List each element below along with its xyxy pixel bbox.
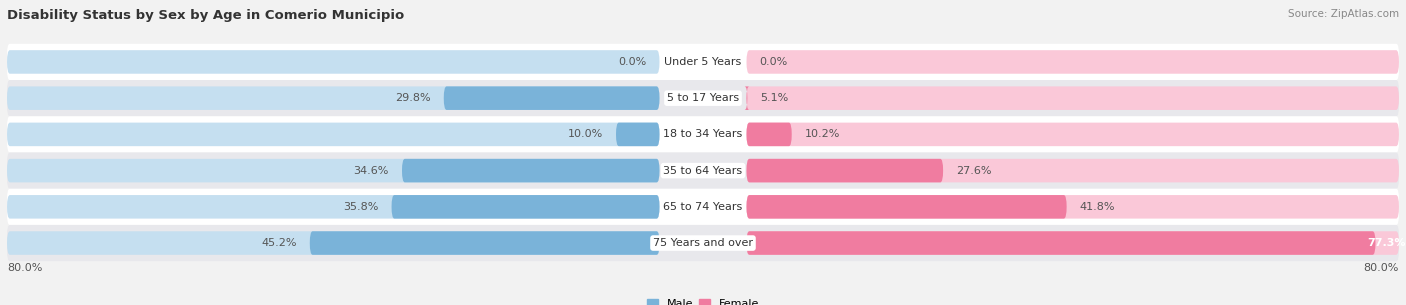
Text: 65 to 74 Years: 65 to 74 Years <box>664 202 742 212</box>
Text: 45.2%: 45.2% <box>262 238 297 248</box>
FancyBboxPatch shape <box>7 159 659 182</box>
Text: 10.2%: 10.2% <box>804 129 841 139</box>
Text: 35.8%: 35.8% <box>343 202 378 212</box>
Text: 0.0%: 0.0% <box>759 57 787 67</box>
Text: Disability Status by Sex by Age in Comerio Municipio: Disability Status by Sex by Age in Comer… <box>7 9 405 22</box>
FancyBboxPatch shape <box>7 195 659 219</box>
FancyBboxPatch shape <box>7 80 1399 116</box>
Text: 27.6%: 27.6% <box>956 166 991 176</box>
Text: 75 Years and over: 75 Years and over <box>652 238 754 248</box>
Text: 34.6%: 34.6% <box>353 166 389 176</box>
FancyBboxPatch shape <box>309 231 659 255</box>
Text: 10.0%: 10.0% <box>568 129 603 139</box>
Text: 35 to 64 Years: 35 to 64 Years <box>664 166 742 176</box>
Text: 77.3%: 77.3% <box>1368 238 1406 248</box>
FancyBboxPatch shape <box>7 86 659 110</box>
FancyBboxPatch shape <box>616 123 659 146</box>
FancyBboxPatch shape <box>444 86 659 110</box>
Text: 18 to 34 Years: 18 to 34 Years <box>664 129 742 139</box>
FancyBboxPatch shape <box>7 123 659 146</box>
FancyBboxPatch shape <box>402 159 659 182</box>
FancyBboxPatch shape <box>747 231 1399 255</box>
Text: 41.8%: 41.8% <box>1080 202 1115 212</box>
Text: Source: ZipAtlas.com: Source: ZipAtlas.com <box>1288 9 1399 19</box>
FancyBboxPatch shape <box>747 231 1375 255</box>
FancyBboxPatch shape <box>7 116 1399 152</box>
FancyBboxPatch shape <box>747 159 943 182</box>
Text: 29.8%: 29.8% <box>395 93 430 103</box>
FancyBboxPatch shape <box>747 50 1399 74</box>
Text: 80.0%: 80.0% <box>7 264 42 273</box>
FancyBboxPatch shape <box>7 50 659 74</box>
FancyBboxPatch shape <box>745 86 749 110</box>
FancyBboxPatch shape <box>7 189 1399 225</box>
FancyBboxPatch shape <box>7 231 659 255</box>
Legend: Male, Female: Male, Female <box>643 295 763 305</box>
Text: 80.0%: 80.0% <box>1364 264 1399 273</box>
FancyBboxPatch shape <box>747 86 1399 110</box>
FancyBboxPatch shape <box>747 123 792 146</box>
FancyBboxPatch shape <box>747 159 1399 182</box>
Text: 0.0%: 0.0% <box>619 57 647 67</box>
FancyBboxPatch shape <box>7 44 1399 80</box>
FancyBboxPatch shape <box>391 195 659 219</box>
FancyBboxPatch shape <box>7 152 1399 189</box>
FancyBboxPatch shape <box>7 225 1399 261</box>
Text: Under 5 Years: Under 5 Years <box>665 57 741 67</box>
FancyBboxPatch shape <box>747 195 1399 219</box>
FancyBboxPatch shape <box>747 123 1399 146</box>
Text: 5.1%: 5.1% <box>761 93 789 103</box>
Text: 5 to 17 Years: 5 to 17 Years <box>666 93 740 103</box>
FancyBboxPatch shape <box>747 195 1067 219</box>
